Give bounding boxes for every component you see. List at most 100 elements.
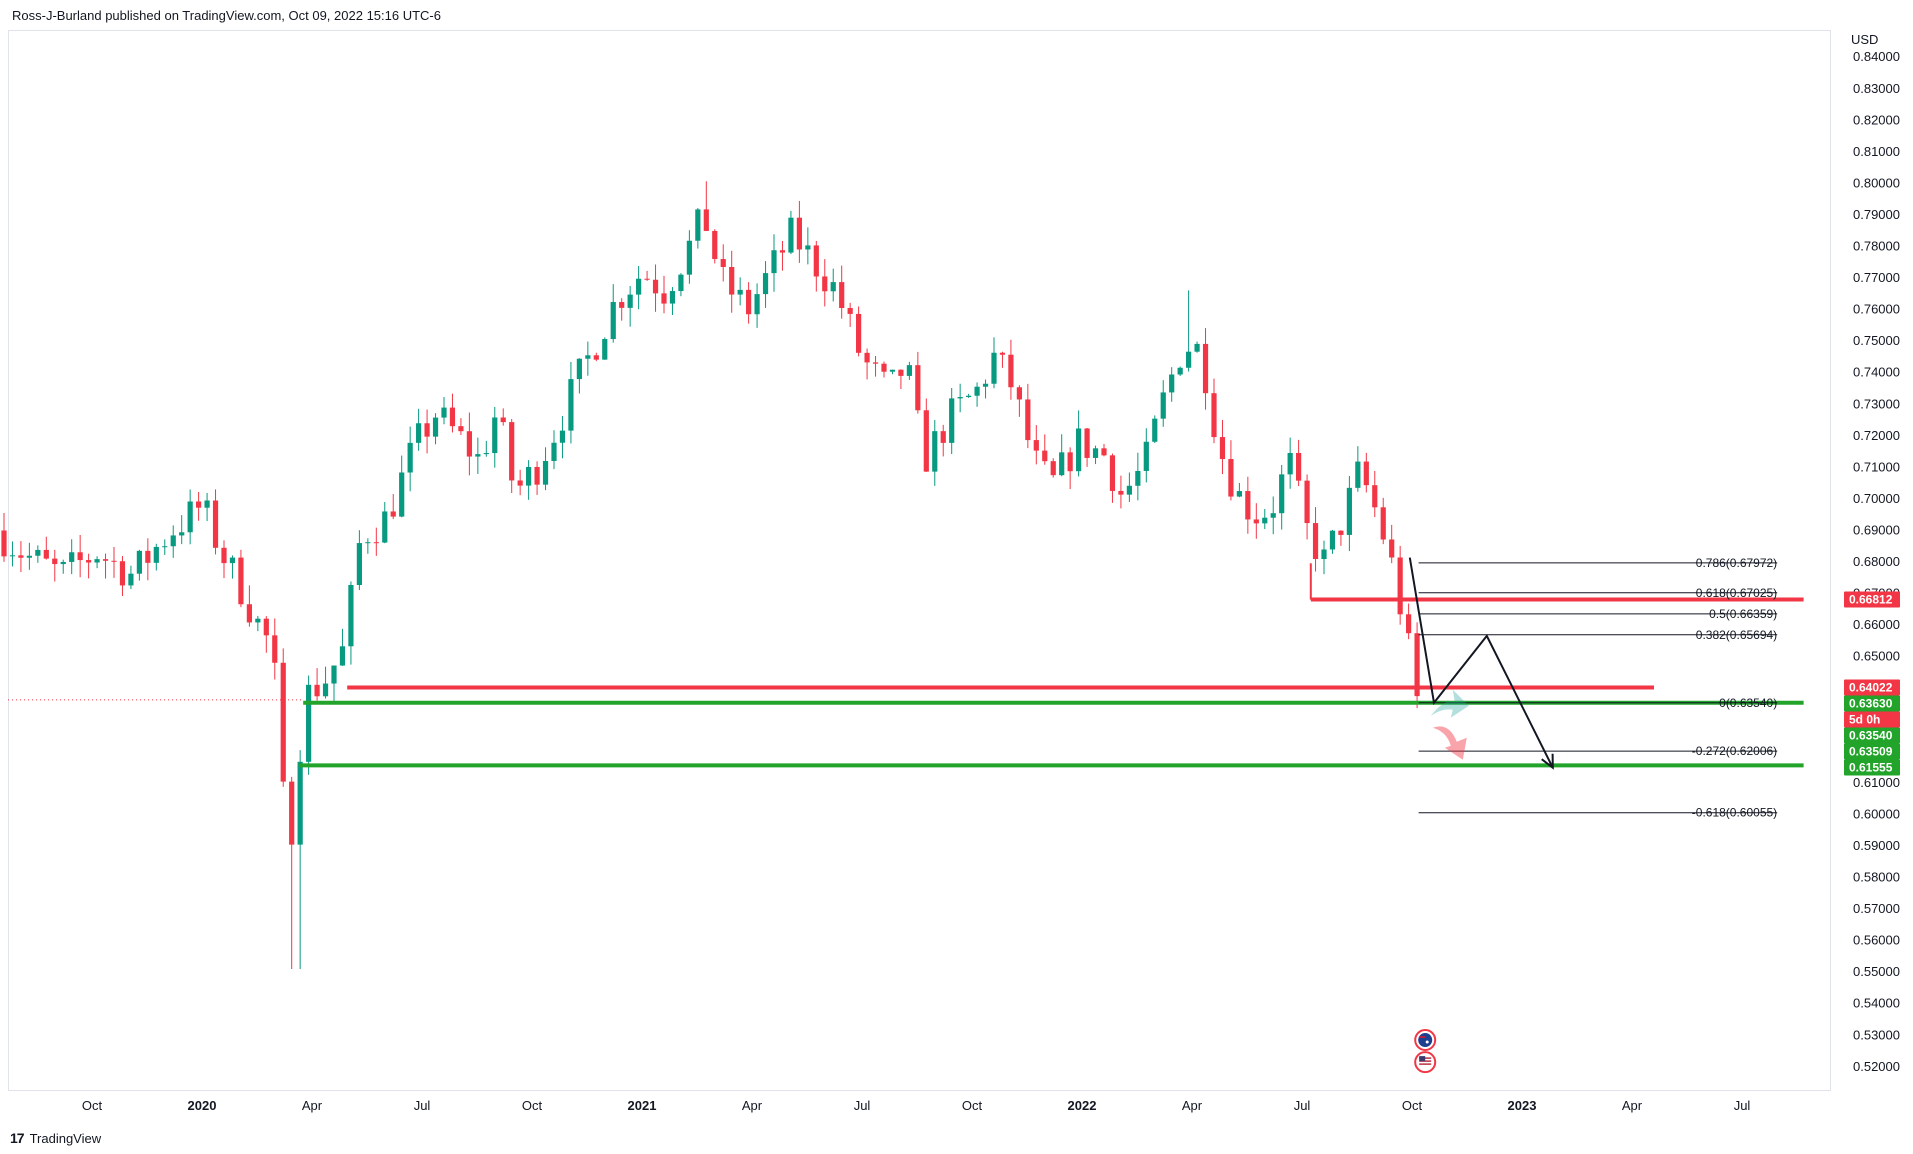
- price-tick-label: 0.61000: [1853, 775, 1900, 790]
- candle-up: [492, 417, 498, 454]
- us-flag-icon[interactable]: [1414, 1051, 1437, 1074]
- candle-down: [813, 245, 819, 277]
- candle-down: [999, 352, 1006, 355]
- candle-up: [1186, 351, 1192, 368]
- price-tag-label: 0.63509: [1849, 745, 1893, 759]
- candle-down: [272, 635, 278, 663]
- candle-down: [500, 417, 506, 423]
- candle-down: [1380, 507, 1386, 540]
- candle-down: [18, 555, 24, 558]
- candle-down: [263, 618, 269, 636]
- price-tag-bg: [1844, 711, 1900, 728]
- candle-up: [906, 365, 912, 376]
- projection-arrow-layer: [1408, 557, 1554, 770]
- price-tick-label: 0.68000: [1853, 554, 1900, 569]
- candle-up: [153, 546, 159, 563]
- candle-down: [652, 279, 659, 294]
- candle-down: [1304, 480, 1310, 524]
- candle-down: [1033, 440, 1039, 451]
- candle-up: [187, 501, 193, 533]
- candle-up: [991, 352, 997, 384]
- price-tag-label: 0.63630: [1849, 697, 1893, 711]
- candle-down: [221, 547, 227, 564]
- candle-up: [576, 358, 582, 380]
- candle-down: [1084, 428, 1090, 458]
- candles-layer: [1, 181, 1420, 970]
- candle-up: [551, 442, 557, 461]
- candle-up: [1143, 441, 1149, 471]
- candle-up: [297, 761, 303, 845]
- candle-up: [1270, 513, 1276, 518]
- candle-up: [1076, 428, 1082, 472]
- candle-down: [923, 410, 929, 472]
- price-axis[interactable]: USD 0.84000 0.83000 0.82000 0.81000 0.80000 0.…: [1851, 32, 1900, 1074]
- time-tick-label: 2022: [1068, 1098, 1097, 1113]
- footer-branding[interactable]: 17 TradingView: [10, 1130, 101, 1146]
- time-axis[interactable]: Oct 2020 Apr Jul Oct 2021 Apr Jul Oct 2022 Apr Jul O…: [82, 1098, 1751, 1113]
- price-tick-label: 0.71000: [1853, 459, 1900, 474]
- candle-up: [306, 684, 312, 762]
- candle-up: [695, 209, 701, 241]
- price-tag-label: 5d 0h: [1849, 713, 1880, 727]
- candle-down: [1050, 461, 1056, 476]
- price-tick-label: 0.84000: [1853, 49, 1900, 64]
- candle-up: [35, 549, 41, 556]
- candle-up: [255, 618, 261, 623]
- publisher-header: Ross-J-Burland published on TradingView.…: [12, 8, 441, 23]
- candle-down: [466, 431, 472, 457]
- candle-down: [196, 501, 202, 508]
- candle-up: [669, 291, 676, 304]
- candle-down: [1008, 354, 1014, 388]
- time-tick-label: Apr: [1182, 1098, 1203, 1113]
- candle-up: [889, 369, 896, 372]
- candle-down: [238, 557, 244, 605]
- candle-down: [720, 259, 726, 268]
- candle-down: [1372, 485, 1378, 508]
- time-tick-label: Apr: [1622, 1098, 1643, 1113]
- candle-down: [619, 302, 625, 308]
- candle-down: [1, 530, 7, 557]
- candle-down: [839, 282, 845, 308]
- price-tick-label: 0.73000: [1853, 396, 1900, 411]
- candle-down: [1101, 448, 1107, 456]
- candle-down: [212, 500, 219, 548]
- candle-up: [754, 294, 760, 315]
- price-tag-bg: [1844, 679, 1900, 696]
- candle-down: [644, 278, 650, 280]
- flag-field: [1418, 1033, 1433, 1048]
- candle-up: [60, 561, 66, 565]
- candle-up: [627, 294, 633, 308]
- event-icons-layer[interactable]: [1414, 1029, 1437, 1074]
- candle-up: [1177, 367, 1183, 375]
- candle-down: [856, 313, 862, 353]
- price-tick-label: 0.57000: [1853, 901, 1900, 916]
- candle-up: [1152, 418, 1158, 442]
- candle-up: [348, 584, 354, 647]
- candle-up: [1287, 452, 1293, 475]
- horizontal-levels-layer: [8, 563, 1804, 768]
- candle-down: [534, 466, 540, 485]
- plot-background: [8, 30, 1830, 1090]
- candle-down: [703, 209, 709, 231]
- candle-up: [678, 274, 684, 292]
- flag-canton: [1419, 1056, 1426, 1062]
- bearish-hint-arrow: [1432, 726, 1467, 760]
- time-tick-label: Oct: [1402, 1098, 1423, 1113]
- price-tick-label: 0.77000: [1853, 270, 1900, 285]
- chart-border: [8, 30, 1831, 1091]
- price-tag: 0.63630: [1844, 695, 1900, 712]
- candle-down: [593, 355, 599, 360]
- candle-up: [416, 423, 422, 443]
- candle-down: [915, 365, 921, 411]
- candle-down: [712, 230, 718, 260]
- fib-level-label: 0.5(0.66359): [1709, 607, 1777, 621]
- candle-up: [932, 431, 938, 472]
- candle-down: [1414, 633, 1420, 697]
- candle-down: [280, 662, 286, 782]
- candle-down: [1363, 461, 1369, 486]
- candle-up: [602, 339, 608, 360]
- candle-down: [77, 552, 83, 561]
- australia-flag-icon[interactable]: [1414, 1029, 1437, 1052]
- candle-up: [559, 430, 566, 443]
